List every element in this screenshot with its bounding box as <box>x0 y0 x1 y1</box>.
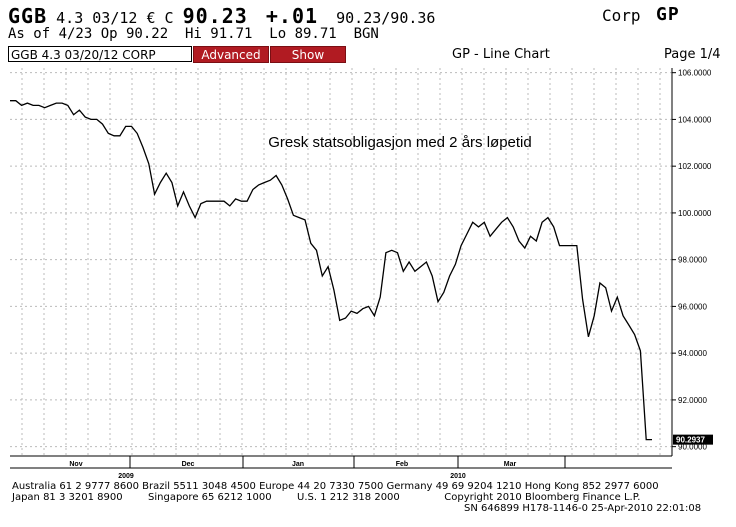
last-price: 90.23 <box>182 4 248 28</box>
price-change: +.01 <box>265 4 319 28</box>
y-tick-label: 100.0000 <box>678 209 712 218</box>
series: 90.2937 <box>10 100 713 445</box>
advanced-button[interactable]: Advanced <box>193 46 269 63</box>
x-month-label: Feb <box>396 461 408 468</box>
quote-summary: As of 4/23 Op 90.22 Hi 91.71 Lo 89.71 BG… <box>8 26 379 42</box>
y-tick-label: 106.0000 <box>678 69 712 78</box>
line-chart: 90.0000 92.0000 94.0000 96.0000 98.0000 100.0… <box>10 68 713 480</box>
y-tick-label: 104.0000 <box>678 115 712 124</box>
y-tick-label: 98.0000 <box>678 256 707 265</box>
x-month-label: Jan <box>292 461 304 468</box>
x-month-label: Mar <box>504 461 517 468</box>
x-month-label: Dec <box>182 461 195 468</box>
show-button[interactable]: Show <box>270 46 346 63</box>
ticker: GGB <box>8 4 48 28</box>
security-input[interactable]: GGB 4.3 03/20/12 CORP <box>8 46 192 62</box>
series-line <box>10 100 652 441</box>
footer-session: SN 646899 H178-1146-0 25-Apr-2010 22:01:… <box>464 503 702 514</box>
x-month-label: Nov <box>69 461 82 468</box>
chart-kind-label: GP - Line Chart <box>452 47 550 62</box>
y-tick-label: 94.0000 <box>678 349 707 358</box>
footer-copyright: Japan 81 3 3201 8900 Singapore 65 6212 1… <box>12 492 641 503</box>
x-year-label: 2009 <box>118 473 134 480</box>
coupon-maturity: 4.3 03/12 € C <box>56 9 174 27</box>
bid-ask: 90.23/90.36 <box>336 9 436 27</box>
y-tick-label: 92.0000 <box>678 396 707 405</box>
x-axis-labels: Nov Dec Jan Feb Mar 2009 2010 <box>69 456 566 480</box>
chart-title: Gresk statsobligasjon med 2 års løpetid <box>268 134 531 151</box>
security-header: GGB 4.3 03/12 € C 90.23 +.01 90.23/90.36 <box>8 4 436 28</box>
footer-contacts: Australia 61 2 9777 8600 Brazil 5511 304… <box>12 481 659 492</box>
y-tick-label: 90.0000 <box>678 443 707 452</box>
market-sector-label: Corp <box>602 6 641 25</box>
y-axis-ticks: 90.0000 92.0000 94.0000 96.0000 98.0000 100.0… <box>672 69 712 452</box>
page-indicator: Page 1/4 <box>664 47 721 62</box>
y-tick-label: 96.0000 <box>678 302 707 311</box>
axes <box>10 68 673 469</box>
y-tick-label: 102.0000 <box>678 162 712 171</box>
x-year-label: 2010 <box>450 473 466 480</box>
last-value-box <box>673 434 713 445</box>
last-value-label: 90.2937 <box>676 436 705 445</box>
function-label: GP <box>656 4 680 25</box>
grid <box>10 68 672 456</box>
